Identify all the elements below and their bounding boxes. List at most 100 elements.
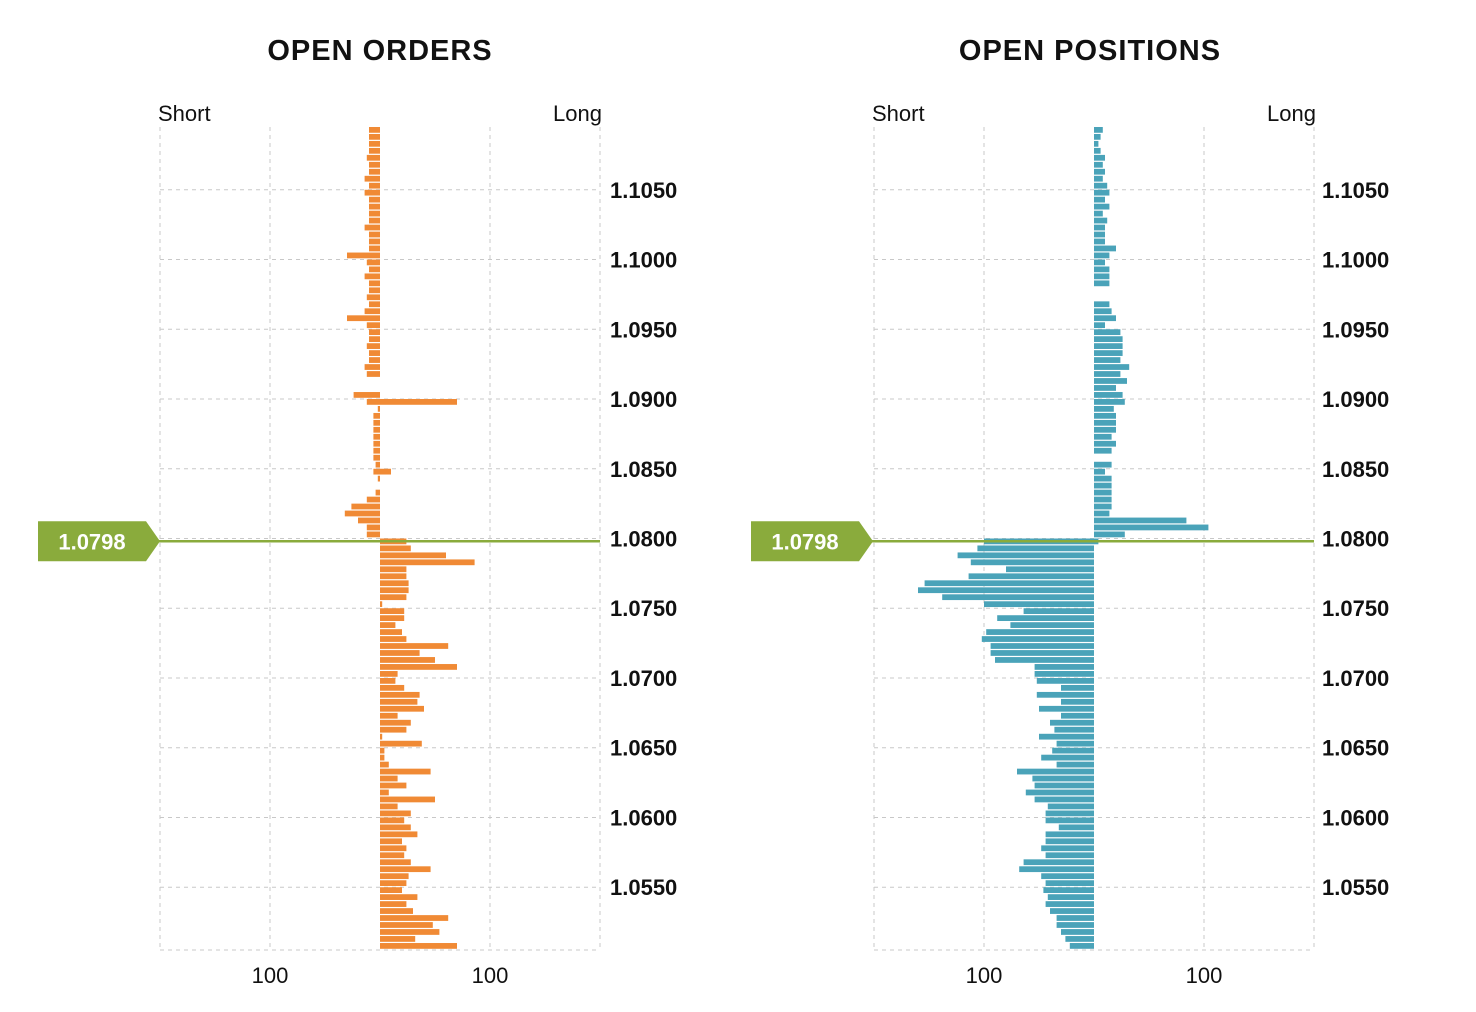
short-bar <box>1032 775 1094 782</box>
short-bar <box>358 517 380 524</box>
long-bar <box>380 622 396 628</box>
short-bar <box>984 601 1094 608</box>
y-tick-label: 1.0550 <box>1322 875 1389 900</box>
short-bar <box>1061 929 1094 935</box>
axis-ticks: 1.1050 1.1000 1.0950 1.0900 1.0850 1.0800 1.07… <box>252 178 678 988</box>
long-bar <box>1094 140 1099 147</box>
long-bar <box>380 873 409 880</box>
short-bar <box>997 615 1094 621</box>
short-bar <box>1050 719 1094 726</box>
long-bar <box>380 817 405 824</box>
y-tick-label: 1.0700 <box>610 666 677 691</box>
long-bar <box>380 838 402 845</box>
long-bar <box>380 880 407 887</box>
long-bar <box>380 712 398 719</box>
bars <box>918 127 1209 949</box>
long-bar <box>380 852 405 859</box>
short-bar <box>1036 677 1094 684</box>
short-bar <box>377 475 380 482</box>
long-bar <box>380 831 418 838</box>
long-bar <box>380 894 418 900</box>
axis-ticks: 1.1050 1.1000 1.0950 1.0900 1.0850 1.0800 1.07… <box>966 178 1390 988</box>
long-bar <box>1094 336 1123 343</box>
long-bar <box>380 468 391 475</box>
short-bar <box>364 308 380 315</box>
short-bar <box>369 196 380 203</box>
long-bar <box>380 636 407 642</box>
long-bar <box>1094 392 1123 398</box>
y-tick-label: 1.0900 <box>1322 387 1389 412</box>
long-bar <box>1094 357 1121 363</box>
long-bar <box>380 580 409 587</box>
long-bar <box>1094 231 1105 238</box>
long-bar <box>1094 531 1125 538</box>
y-tick-label: 1.0750 <box>610 596 677 621</box>
long-bar <box>380 705 424 712</box>
short-bar <box>1047 894 1094 900</box>
short-bar <box>369 301 380 308</box>
short-bar <box>373 447 380 454</box>
open-orders-chart: OPEN ORDERS Short Long 1.1050 1.1000 1.095… <box>38 35 677 988</box>
short-bar <box>369 336 380 343</box>
long-bar <box>1094 496 1112 503</box>
long-bar <box>380 922 433 928</box>
x-tick-label: 100 <box>252 963 289 988</box>
long-bar <box>380 657 435 663</box>
short-bar <box>1023 859 1094 866</box>
long-bar <box>380 664 457 670</box>
y-tick-label: 1.0850 <box>610 457 677 482</box>
short-bar <box>373 419 380 426</box>
long-bar <box>1094 412 1116 419</box>
short-bar <box>990 643 1094 649</box>
short-bar <box>1043 887 1094 894</box>
long-bar <box>1094 217 1108 224</box>
short-bar <box>995 657 1094 663</box>
short-bar <box>942 594 1094 601</box>
long-bar <box>380 908 413 914</box>
long-bar <box>380 566 407 573</box>
short-bar <box>968 573 1094 580</box>
short-bar <box>369 280 380 287</box>
long-bar <box>380 859 411 866</box>
long-bar <box>1094 475 1112 482</box>
long-bar <box>1094 210 1103 217</box>
y-tick-label: 1.0800 <box>1322 527 1389 552</box>
y-tick-label: 1.0600 <box>610 805 677 830</box>
short-bar <box>957 552 1094 559</box>
long-bar <box>1094 399 1125 405</box>
long-bar <box>1094 468 1105 475</box>
short-bar <box>1045 901 1094 907</box>
long-bar <box>1094 175 1103 182</box>
long-bar <box>1094 322 1105 329</box>
long-bar <box>1094 127 1103 133</box>
long-bar <box>1094 203 1110 210</box>
short-bar <box>1069 943 1094 949</box>
short-bar <box>369 182 380 189</box>
short-bar <box>369 287 380 294</box>
long-bar <box>1094 224 1105 231</box>
long-bar <box>380 929 440 935</box>
short-bar <box>924 580 1094 587</box>
short-bar <box>364 273 380 280</box>
short-bar <box>1039 733 1094 740</box>
long-bar <box>380 887 402 894</box>
long-bar <box>1094 447 1112 454</box>
short-bar <box>1019 866 1094 873</box>
long-bar <box>380 775 398 782</box>
short-bar <box>369 245 380 252</box>
short-bar <box>1034 664 1094 670</box>
y-tick-label: 1.0600 <box>1322 805 1389 830</box>
long-bar <box>380 845 407 852</box>
long-bar <box>1094 154 1105 161</box>
long-bar <box>380 824 411 831</box>
y-tick-label: 1.1000 <box>610 248 677 273</box>
long-bar <box>1094 371 1121 377</box>
short-bar <box>369 210 380 217</box>
long-bar <box>1094 364 1130 370</box>
long-bar <box>380 719 411 726</box>
short-bar <box>377 405 380 412</box>
short-bar <box>366 371 380 377</box>
short-bar <box>970 559 1094 566</box>
current-price-label: 1.0798 <box>58 529 125 554</box>
short-bar <box>366 154 380 161</box>
